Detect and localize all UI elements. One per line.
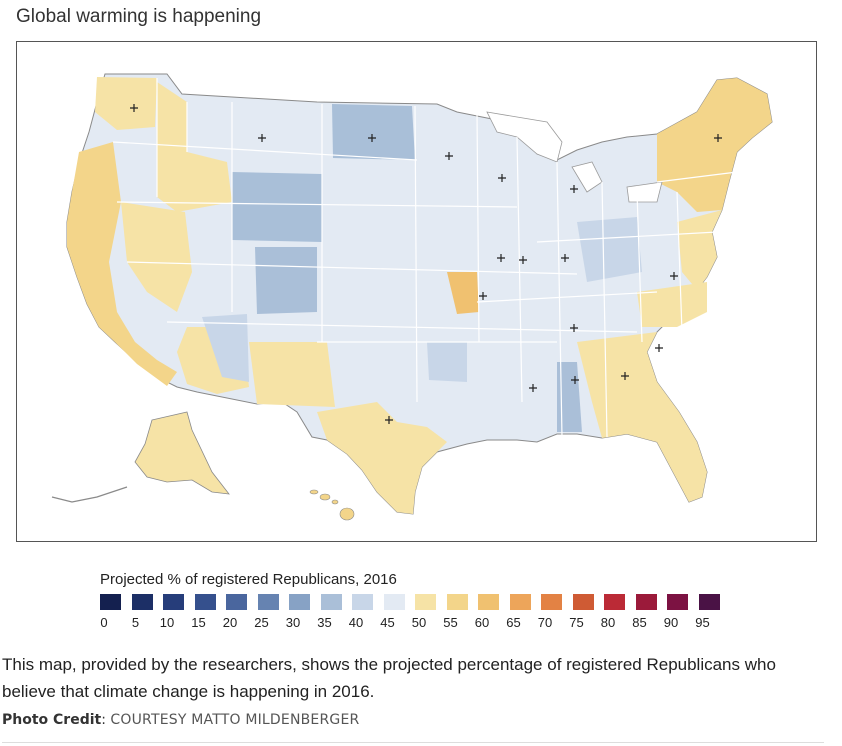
divider [2,742,824,743]
region-pacific-coast [67,142,177,386]
region-carolinas [637,282,707,327]
legend-swatch [194,594,216,610]
photo-credit-value: COURTESY MATTO MILDENBERGER [110,712,360,728]
legend-tick-label: 45 [380,615,395,630]
region-new-mexico [249,342,335,407]
legend-tick-label: 0 [100,615,108,630]
legend-swatch [352,594,373,610]
legend-tick-label: 95 [695,615,710,630]
region-nevada-utah [121,202,192,312]
legend-swatch [383,594,405,610]
region-texas [317,402,447,514]
legend-swatch [604,594,625,610]
legend-swatch [320,594,342,610]
region-southeast [577,332,707,502]
legend-tick-label: 20 [222,615,238,630]
photo-credit-separator: : [101,712,106,728]
region-appalachia [577,217,642,282]
region-kansas-okla [447,272,479,314]
legend-swatch [698,594,720,610]
image-caption: This map, provided by the researchers, s… [2,655,776,701]
legend-swatch [163,594,184,610]
legend-tick-label: 55 [443,615,458,630]
legend-swatch [667,594,688,610]
legend-tick-label: 85 [632,615,647,630]
photo-credit: Photo Credit: COURTESY MATTO MILDENBERGE… [2,712,359,728]
region-utah-east [255,247,317,314]
legend-swatch [509,594,531,610]
legend-tick-label: 50 [411,615,427,630]
legend-swatch [100,594,121,610]
region-arizona-east [202,314,249,382]
legend-swatch [289,594,310,610]
legend-tick-label: 70 [537,615,553,630]
state-borders [112,78,738,438]
legend-tick-label: 75 [569,615,584,630]
legend-tick-label: 25 [254,615,269,630]
legend: Projected % of registered Republicans, 2… [100,571,750,631]
region-washington-west [95,77,157,130]
region-oklahoma-east [427,342,467,382]
legend-swatch [446,594,468,610]
hawaii-islands [309,489,355,521]
map-title: Global warming is happening [16,6,262,27]
region-wyoming [232,172,322,242]
legend-tick-label: 5 [131,615,140,630]
legend-swatch [257,594,279,610]
marker-crosses [130,104,722,424]
region-north-dakota [332,104,415,160]
alaska-shape [134,411,230,495]
map-frame [16,41,817,542]
photo-credit-label: Photo Credit [2,712,102,728]
legend-title: Projected % of registered Republicans, 2… [100,571,397,588]
legend-tick-label: 15 [191,615,206,630]
map-figure: Global warming is happening [16,6,817,631]
legend-swatch [415,594,436,610]
region-mid-atlantic [677,210,722,290]
region-idaho-montana [157,82,232,212]
legend-tick-label: 80 [600,615,616,630]
legend-swatch [572,594,594,610]
legend-swatch [131,594,153,610]
legend-tick-label: 65 [506,615,521,630]
legend-tick-label: 60 [474,615,490,630]
legend-tick-label: 90 [663,615,679,630]
legend-tick-label: 40 [348,615,364,630]
us-county-map [51,73,773,521]
legend-swatch [226,594,247,610]
legend-swatch [635,594,657,610]
aleutian-islands [51,486,128,503]
legend-tick-label: 30 [285,615,301,630]
legend-tick-label: 35 [317,615,332,630]
legend-swatch [478,594,499,610]
legend-swatch [541,594,562,610]
legend-tick-label: 10 [159,615,175,630]
